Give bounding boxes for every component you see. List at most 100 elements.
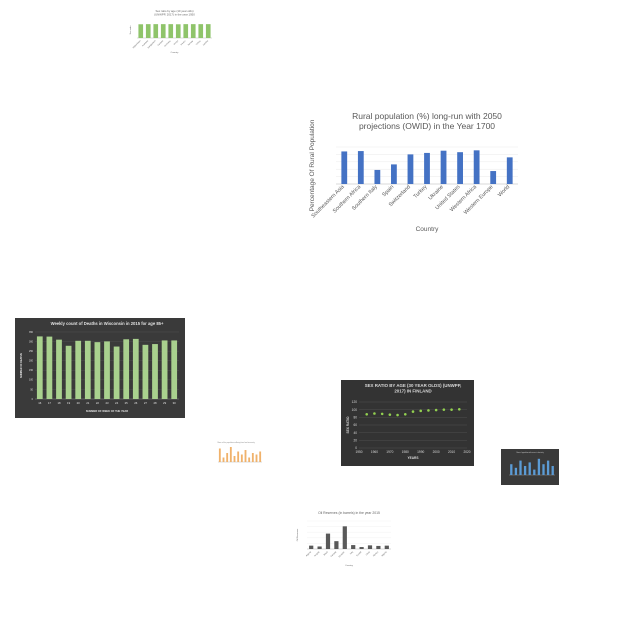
y-tick-label: 0 [355,446,357,450]
y-axis-label: Percentage Of Rural Population [309,119,316,211]
chart-title: Oil Reserves (in barrels) in the year 20… [318,511,380,515]
y-tick-label: 350 [29,331,34,334]
x-tick-label: Bangladesh [148,40,157,49]
bar [233,456,236,462]
bar [391,164,397,184]
x-tick-label: Ecuador [338,550,346,558]
bar [94,342,101,399]
x-tick-label: 26 [134,401,138,405]
x-tick-label: Kenya [174,40,180,46]
data-point [419,409,423,413]
x-tick-label: Canada [331,551,338,558]
bar [132,338,139,399]
bar [255,454,258,462]
c4-svg: Share of the population suffering from f… [217,441,262,463]
data-point [427,409,430,412]
c7-svg: Oil Reserves (in barrels) in the year 20… [296,511,391,567]
data-point [373,412,376,415]
x-tick-label: 24 [115,401,119,405]
bar [359,547,364,549]
chart-rural-population-1700: Rural population (%) long-run with 2050 p… [306,107,528,237]
chart-weekly-deaths-wisconsin: Weekly count of Deaths in Wisconsin in 2… [15,318,185,418]
bar [168,24,174,38]
x-tick-label: Norway [188,40,194,46]
x-tick-label: Libya [366,551,372,557]
chart-title: SEX RATIO BY AGE (30 YEAR OLDS) (UNWPP, 2… [365,383,462,393]
x-tick-label: World [497,184,511,198]
x-tick-label: 16 [38,401,42,405]
data-point [388,413,392,416]
bar [546,460,550,475]
bar [237,451,240,462]
x-tick-label: 28 [153,401,157,405]
x-tick-label: 18 [57,401,61,405]
bar [342,526,347,549]
bar [542,464,545,475]
bar [473,150,480,184]
x-tick-label: Angola [314,550,321,557]
x-tick-label: Iraq [349,550,354,555]
x-tick-label: 2020 [463,450,470,454]
data-point [457,407,461,411]
x-tick-label: 25 [125,401,129,405]
y-tick-label: 20 [353,439,357,443]
bar [424,152,430,184]
bar [351,545,356,549]
x-tick-label: 1960 [371,450,378,454]
bar [138,24,144,38]
y-tick-label: 300 [29,340,34,343]
y-axis-label: Sex ratio [129,25,132,34]
c2-svg: Rural population (%) long-run with 2050 p… [309,111,518,233]
chart-title: Share of the population suffering from f… [217,441,255,444]
data-point [442,408,446,411]
bar [160,24,166,38]
bar [205,24,211,38]
x-tick-label: 30 [173,401,177,405]
y-tick-label: 100 [352,408,358,412]
bar [198,24,204,38]
y-axis-label: NUMBER OF DEATHS [20,353,23,378]
c3-svg: Weekly count of Deaths in Wisconsin in 2… [20,321,179,413]
x-tick-label: 20 [77,401,81,405]
bar [457,152,463,184]
x-tick-label: 1950 [355,450,362,454]
x-tick-label: 27 [144,401,148,405]
bar [152,344,158,399]
x-tick-label: Western Europe [463,184,495,216]
x-tick-label: Afghanistan [132,40,142,50]
y-tick-label: 100 [29,379,34,382]
x-axis-label: Country [416,226,440,233]
bar [251,453,254,462]
bar [175,24,181,38]
bar [407,154,414,184]
bar [56,339,62,399]
y-axis-label: Oil Reserves [296,528,299,541]
data-point [365,412,369,416]
bar [218,448,221,462]
x-tick-label: Australia [141,39,149,47]
x-tick-label: Turkey [196,40,202,46]
x-tick-label: Algeria [305,550,312,557]
x-tick-label: 21 [86,401,90,405]
bar [113,346,120,399]
x-tick-label: Canada [158,40,165,47]
bar [506,157,513,184]
bar [523,466,527,475]
bar [510,464,513,475]
x-tick-label: Spain [381,184,395,198]
x-tick-label: 17 [48,401,52,405]
y-tick-label: 150 [29,369,34,372]
x-tick-label: 22 [96,401,100,405]
y-tick-label: 60 [353,423,357,427]
bar [537,458,541,475]
x-axis-label: NUMBER OF WEEK OF THE YEAR [86,409,128,413]
x-tick-label: 1990 [417,450,424,454]
y-tick-label: 40 [353,431,357,435]
bar [183,24,189,38]
bar [142,344,149,399]
bar [514,467,518,475]
x-tick-label: Mexico [181,40,188,47]
data-point [434,408,438,412]
bar [341,151,348,184]
bar [123,339,130,399]
